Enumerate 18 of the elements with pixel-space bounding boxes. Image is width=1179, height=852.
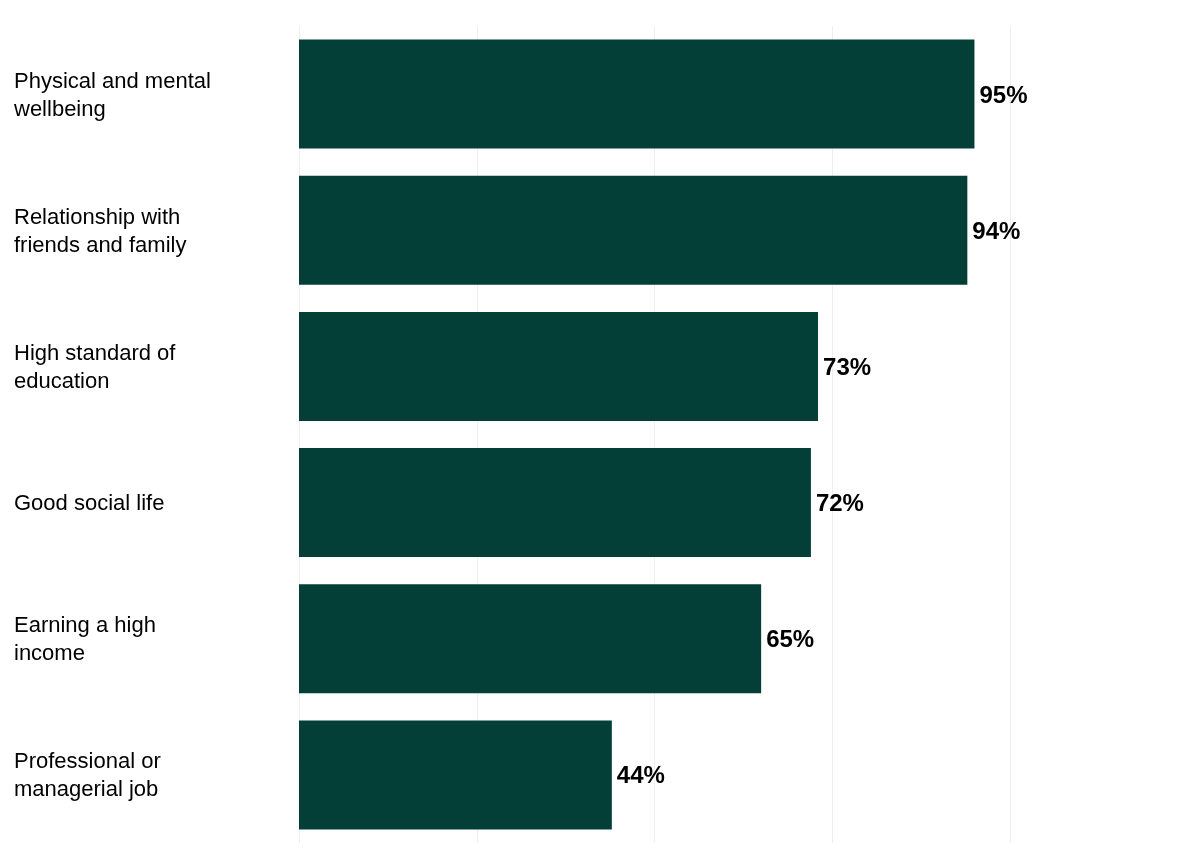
- bar: [299, 720, 612, 830]
- y-tick-label: Relationship with friends and family: [14, 203, 187, 257]
- y-tick-label: Earning a high income: [14, 612, 162, 666]
- data-label: 72%: [815, 489, 864, 517]
- data-label: 44%: [616, 761, 665, 789]
- data-label: 94%: [972, 216, 1021, 244]
- bar: [299, 584, 762, 694]
- data-label: 95%: [979, 80, 1028, 108]
- y-tick-label: Professional or managerial job: [14, 748, 167, 802]
- y-tick-label: High standard of education: [14, 339, 182, 393]
- bar: [299, 311, 819, 421]
- bar: [299, 175, 968, 285]
- bar: [299, 448, 811, 558]
- y-tick-label: Good social life: [14, 490, 165, 516]
- data-label: 65%: [766, 625, 815, 653]
- y-tick-label: Physical and mental wellbeing: [13, 67, 217, 121]
- data-label: 73%: [823, 352, 872, 380]
- bar: [299, 39, 975, 149]
